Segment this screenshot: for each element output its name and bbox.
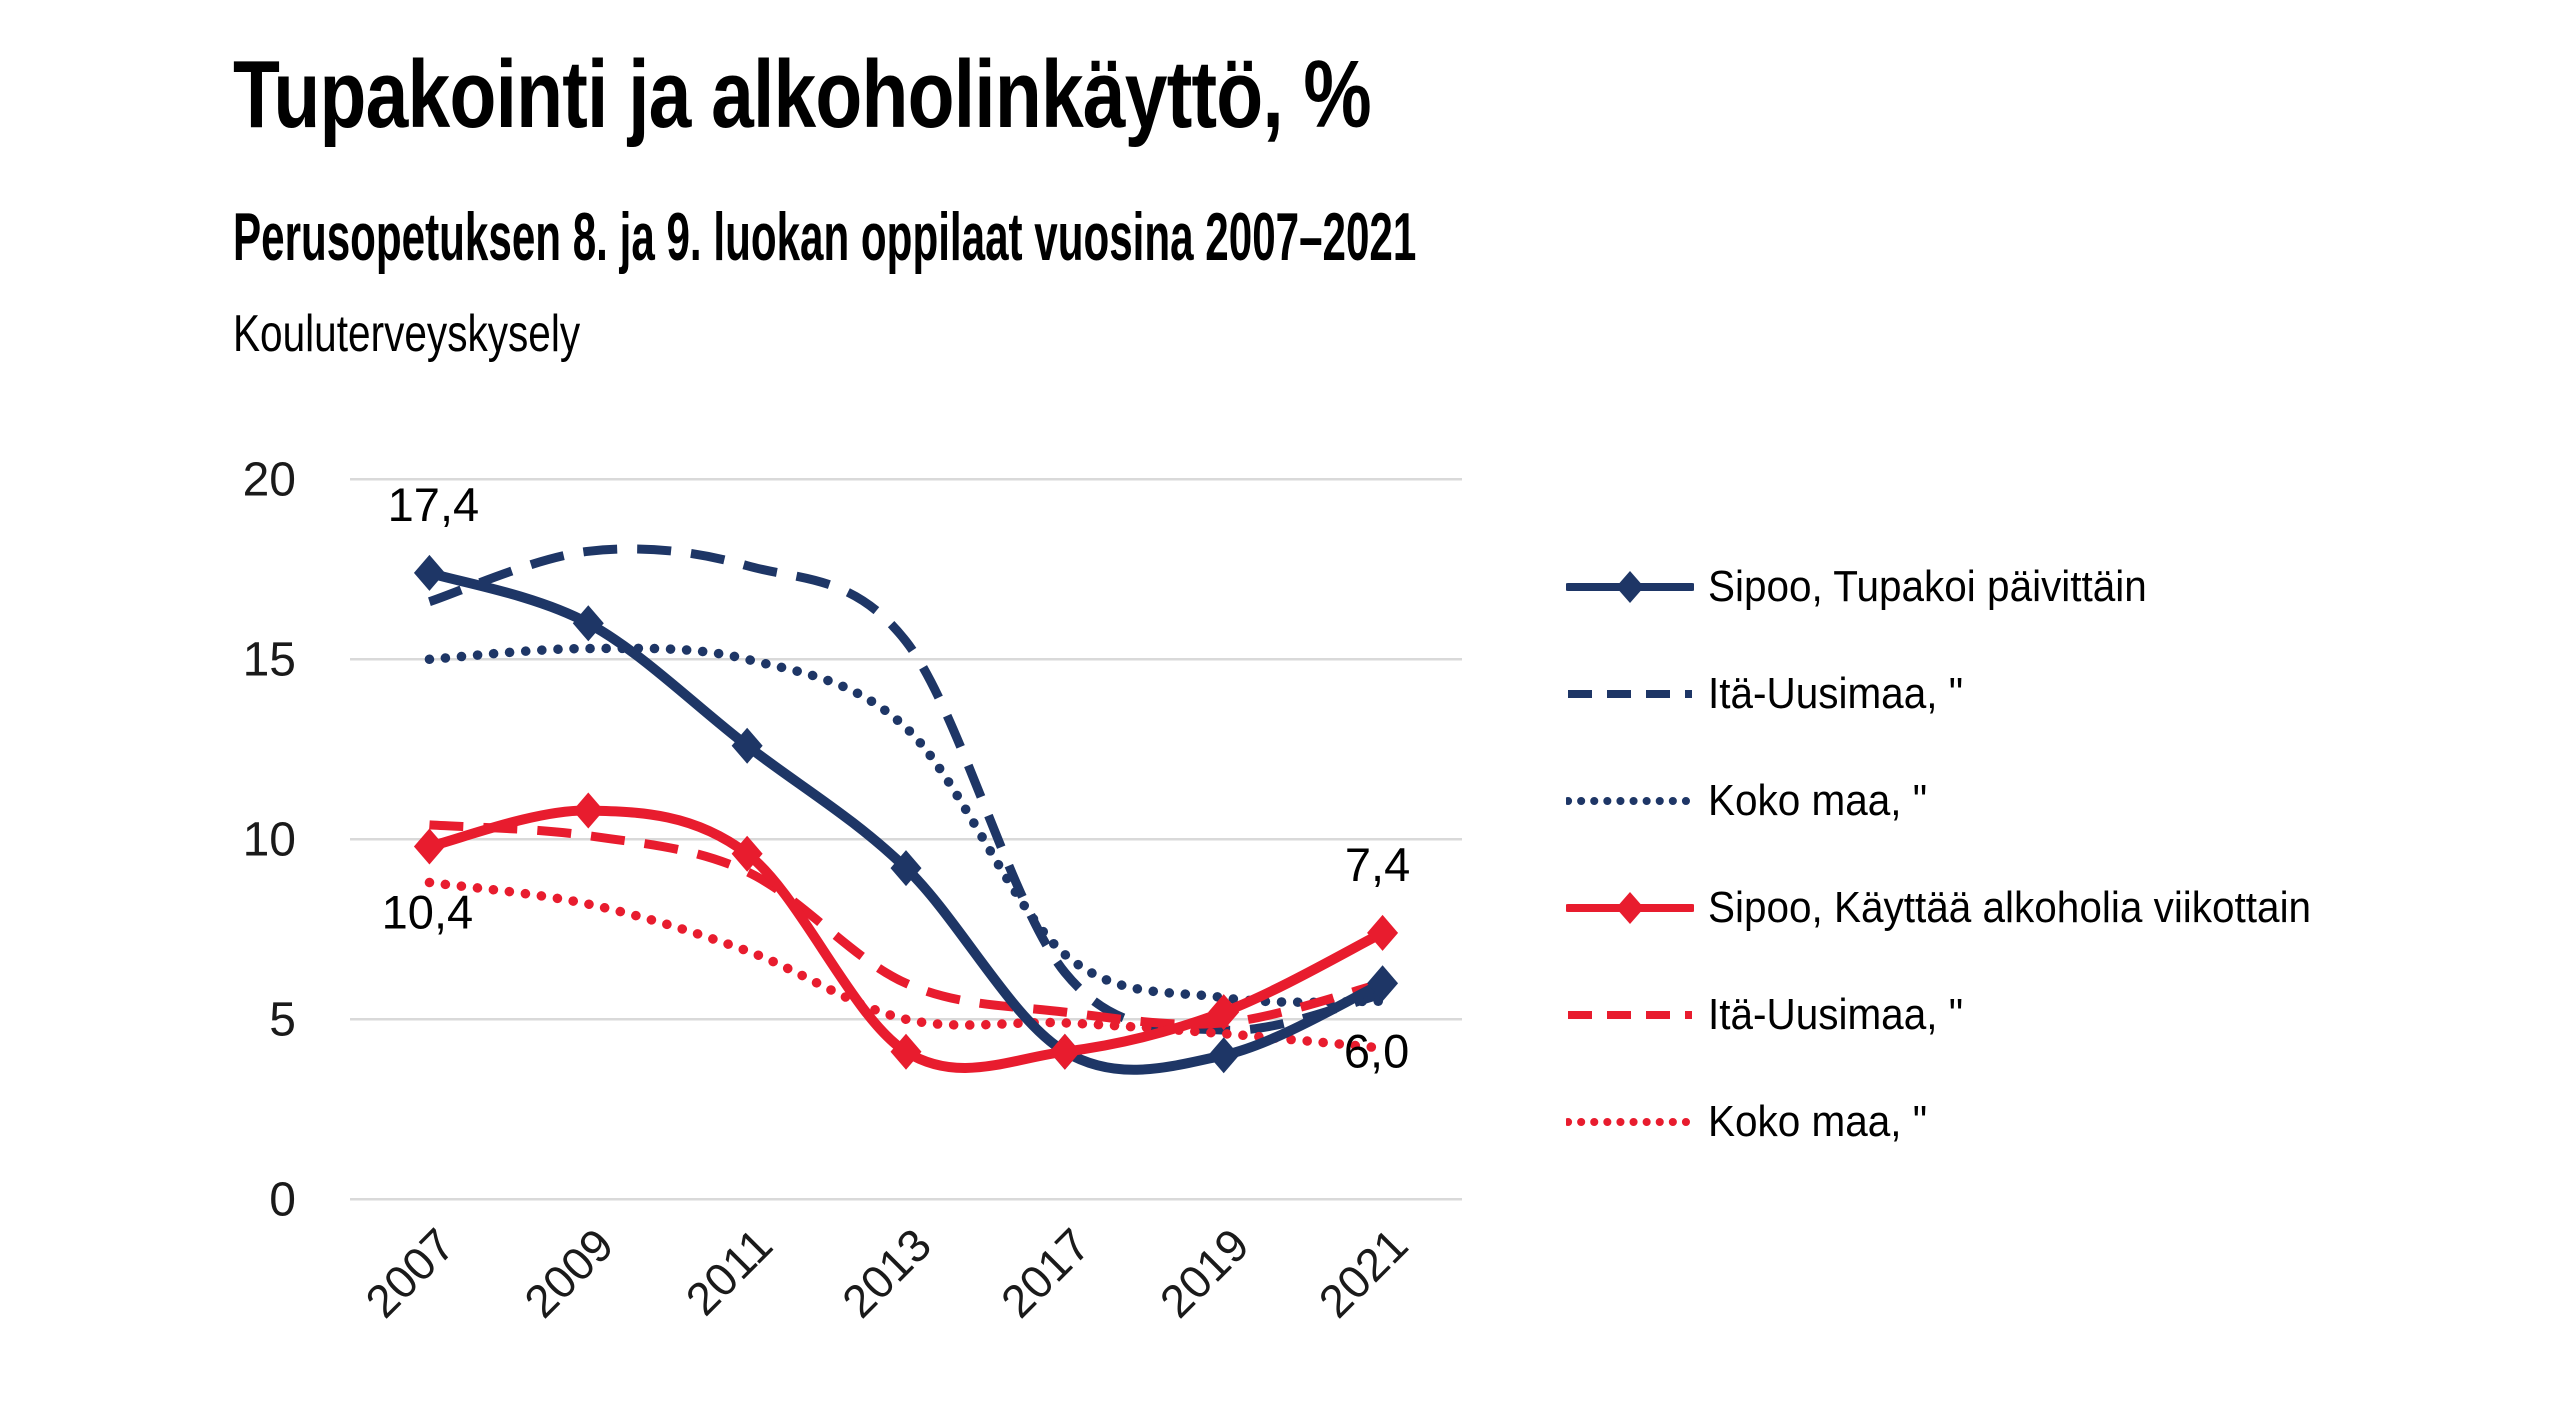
page-title: Tupakointi ja alkoholinkäyttö, % [233, 40, 1655, 150]
data-label: 17,4 [388, 478, 479, 531]
legend-item-label: Itä-Uusimaa, " [1708, 989, 1964, 1039]
legend-swatch-dotted-line-icon [1566, 796, 1694, 805]
data-point-marker [731, 727, 763, 764]
data-point-marker [413, 554, 445, 591]
data-label: 6,0 [1344, 1024, 1409, 1077]
legend-item-label: Sipoo, Tupakoi päivittäin [1708, 561, 2147, 611]
y-axis-tick-label: 10 [243, 813, 296, 866]
page-subtitle-text: Perusopetuksen 8. ja 9. luokan oppilaat … [233, 199, 1417, 275]
data-point-marker [1049, 1033, 1081, 1070]
legend-swatch-solid-line-icon [1566, 570, 1694, 603]
legend-item: Koko maa, " [1566, 1068, 2364, 1175]
legend-diamond-marker-icon [1616, 570, 1644, 603]
x-axis-tick-label: 2007 [355, 1218, 464, 1327]
source-label-text: Kouluterveyskysely [233, 305, 581, 363]
legend-item-label: Sipoo, Käyttää alkoholia viikottain [1708, 882, 2312, 932]
y-axis-tick-label: 15 [243, 633, 296, 686]
x-axis-tick-label: 2021 [1309, 1218, 1418, 1327]
legend-item: Koko maa, " [1566, 747, 2364, 854]
data-point-marker [1208, 1037, 1240, 1074]
x-axis-tick-label: 2011 [675, 1218, 782, 1325]
data-point-marker [1208, 994, 1240, 1031]
page-title-text: Tupakointi ja alkoholinkäyttö, % [233, 41, 1372, 148]
legend-swatch-dashed-line-icon [1568, 1010, 1692, 1019]
data-point-marker [1367, 914, 1399, 951]
y-axis-tick-label: 20 [243, 453, 296, 506]
data-point-marker [413, 828, 445, 865]
data-point-marker [890, 850, 922, 887]
series-line-dotted-navy [424, 643, 1388, 1007]
page-subtitle: Perusopetuksen 8. ja 9. luokan oppilaat … [233, 198, 2142, 276]
legend-swatch-solid-line-icon [1566, 891, 1694, 924]
legend-item-label: Koko maa, " [1708, 1096, 1928, 1146]
series-line-solid-red [424, 805, 1388, 1073]
legend-item: Sipoo, Käyttää alkoholia viikottain [1566, 854, 2364, 961]
x-axis-tick-label: 2013 [832, 1218, 941, 1327]
data-point-marker [890, 1033, 922, 1070]
legend-item-label: Koko maa, " [1708, 775, 1928, 825]
legend-item: Itä-Uusimaa, " [1566, 640, 2364, 747]
data-point-marker [572, 605, 604, 642]
legend-item: Sipoo, Tupakoi päivittäin [1566, 533, 2364, 640]
data-label: 7,4 [1345, 838, 1410, 891]
chart-legend: Sipoo, Tupakoi päivittäin Itä-Uusimaa, " K… [1566, 533, 2364, 1175]
x-axis-tick-label: 2019 [1150, 1218, 1259, 1327]
data-point-marker [731, 835, 763, 872]
legend-item-label: Itä-Uusimaa, " [1708, 668, 1964, 718]
data-point-marker [572, 792, 604, 829]
y-axis-tick-label: 0 [269, 1173, 296, 1226]
legend-swatch-dashed-line-icon [1568, 689, 1692, 698]
data-label: 10,4 [382, 886, 473, 939]
series-line-dashed-navy [428, 544, 1384, 1035]
x-axis-tick-label: 2017 [991, 1218, 1100, 1327]
x-axis-tick-label: 2009 [514, 1218, 623, 1327]
data-point-marker [1367, 965, 1399, 1002]
legend-diamond-marker-icon [1616, 891, 1644, 924]
y-axis-tick-label: 5 [269, 993, 296, 1046]
legend-swatch-dotted-line-icon [1566, 1117, 1694, 1126]
source-label: Kouluterveyskysely [233, 304, 678, 364]
series-line-dotted-red [424, 877, 1388, 1053]
legend-item: Itä-Uusimaa, " [1566, 961, 2364, 1068]
